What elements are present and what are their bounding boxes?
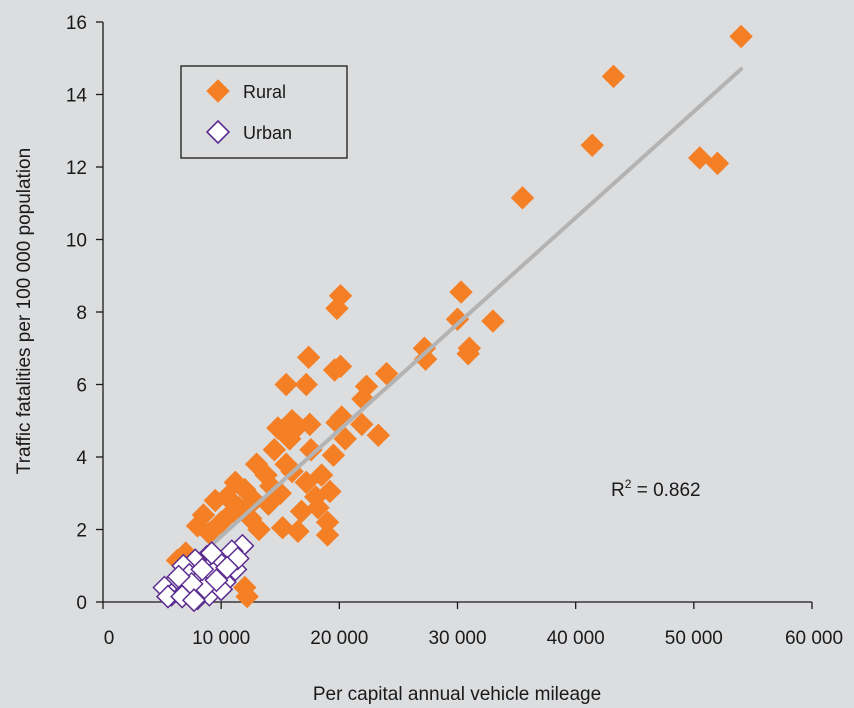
rural-point (270, 515, 295, 540)
rural-point (235, 584, 259, 609)
y-tick-label: 12 (66, 158, 87, 179)
urban-point (204, 568, 229, 593)
y-tick-label: 8 (76, 303, 87, 324)
rural-point (705, 151, 730, 176)
rural-point (322, 358, 347, 382)
rural-point (456, 341, 480, 366)
r-squared-symbol: R (611, 480, 625, 501)
x-axis-title: Per capital annual vehicle mileage (313, 684, 601, 705)
rural-point (223, 470, 248, 495)
r-squared-value: = 0.862 (631, 480, 700, 501)
x-tick-label: 40 000 (547, 628, 605, 649)
rural-point (315, 523, 340, 547)
rural-point (580, 133, 604, 157)
rural-point (321, 443, 346, 467)
rural-point (449, 280, 473, 304)
rural-point (374, 361, 399, 386)
rural-point (306, 496, 330, 520)
rural-point (318, 479, 342, 504)
urban-point (199, 541, 224, 566)
rural-point (366, 423, 391, 447)
rural-point (259, 474, 283, 498)
urban-point (166, 564, 191, 589)
rural-point (309, 463, 334, 487)
rural-point (262, 438, 287, 462)
trend-line (160, 67, 744, 592)
rural-point (289, 499, 314, 524)
plot-area: 0 2 4 6 8 10 12 14 16 0 10 000 20 000 30 000 40 000 50… (66, 13, 843, 649)
rural-point (294, 372, 318, 397)
y-tick-label: 2 (76, 521, 87, 542)
y-tick-label: 0 (76, 593, 87, 614)
x-tick-label: 60 000 (785, 628, 843, 649)
urban-point (215, 555, 240, 580)
y-tick-label: 6 (76, 376, 87, 397)
rural-point (247, 517, 271, 542)
y-tick-label: 10 (66, 231, 87, 252)
rural-point (325, 296, 349, 321)
y-tick-label: 14 (66, 86, 88, 107)
legend: Rural Urban (180, 65, 348, 159)
rural-point (333, 427, 357, 451)
rural-point (729, 24, 753, 49)
x-tick-label: 0 (104, 628, 115, 649)
x-tick-label: 50 000 (665, 628, 723, 649)
r-squared-superscript: 2 (625, 477, 632, 491)
rural-point (221, 499, 245, 524)
x-tick-label: 30 000 (428, 628, 486, 649)
rural-point (413, 347, 438, 371)
rural-point (242, 488, 266, 513)
legend-rural-label: Rural (243, 82, 286, 102)
urban-point (181, 588, 207, 613)
rural-point (294, 470, 318, 495)
urban-point (190, 557, 215, 582)
y-tick-label: 16 (66, 13, 87, 34)
r-squared-annotation: R2 = 0.862 (611, 477, 701, 501)
rural-point (277, 427, 302, 451)
legend-urban-label: Urban (243, 123, 292, 143)
legend-box (180, 65, 348, 159)
rural-point (510, 186, 535, 210)
rural-point (266, 416, 290, 440)
rural-point (688, 146, 712, 170)
rural-point (203, 488, 227, 513)
rural-point (299, 438, 323, 462)
rural-point (274, 372, 298, 397)
rural-point (296, 345, 321, 370)
legend-rural-marker (206, 79, 230, 103)
x-tick-label: 10 000 (192, 628, 250, 649)
rural-point (481, 309, 505, 333)
legend-urban-marker (205, 119, 231, 145)
y-tick-label: 4 (76, 448, 87, 469)
y-axis-title: Traffic fatalities per 100 000 populatio… (14, 148, 35, 474)
x-tick-label: 20 000 (310, 628, 368, 649)
rural-point (350, 412, 374, 437)
rural-point (601, 64, 626, 89)
